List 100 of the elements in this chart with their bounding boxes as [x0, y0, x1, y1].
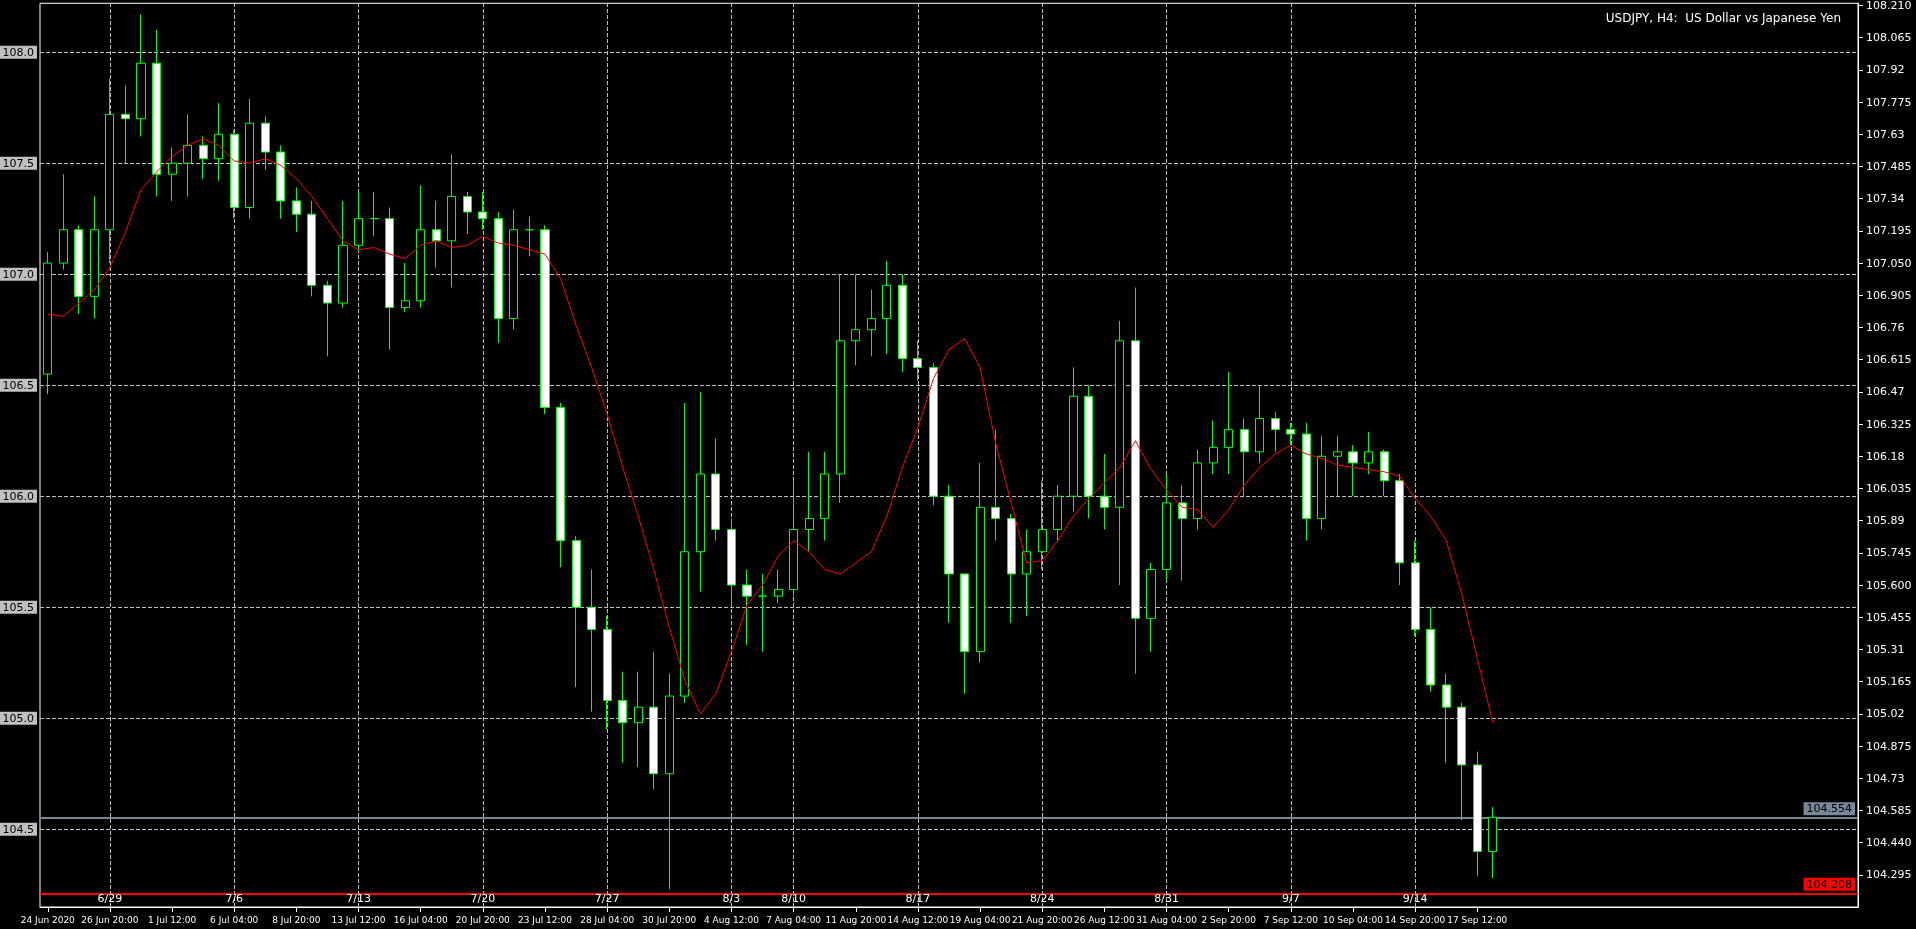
candlestick [1442, 673, 1451, 764]
candlestick [1364, 431, 1373, 475]
candlestick [323, 280, 332, 357]
candlestick [1100, 453, 1109, 531]
y-tick-label: 107.775 [1866, 95, 1912, 109]
ref-line-label: 8/3 [722, 892, 741, 905]
line-series [47, 138, 1494, 724]
x-tick-label: 20 Jul 20:00 [455, 914, 511, 925]
candlestick [836, 273, 845, 504]
y-tick-label: 106.615 [1866, 353, 1912, 367]
candlestick [540, 224, 550, 415]
candlestick [401, 262, 410, 313]
y-tick-label: 107.92 [1866, 63, 1905, 77]
y-tick-label: 105.89 [1866, 514, 1905, 528]
candlestick [1162, 473, 1171, 582]
candlestick [1069, 366, 1078, 513]
y-tick-label: 104.875 [1866, 739, 1912, 753]
candlestick [385, 207, 394, 351]
ref-line-label: 104.5 [2, 822, 34, 836]
candlestick [370, 191, 379, 237]
candlestick [991, 429, 1000, 542]
x-tick-label: 26 Aug 12:00 [1074, 914, 1135, 925]
candlestick [960, 573, 969, 695]
x-tick-label: 1 Jul 12:00 [147, 914, 197, 925]
x-tick-label: 14 Sep 20:00 [1385, 914, 1446, 925]
candlestick [509, 209, 518, 331]
y-tick-label: 105.02 [1866, 707, 1905, 721]
candlestick [447, 153, 456, 288]
candlestick [696, 391, 705, 593]
candlestick [90, 195, 99, 320]
candlestick [603, 615, 612, 730]
y-tick-label: 106.325 [1866, 417, 1912, 431]
candlestick [1193, 449, 1202, 531]
y-tick-label: 107.34 [1866, 192, 1905, 206]
y-tick-label: 107.485 [1866, 159, 1912, 173]
ref-line-label: 8/24 [1029, 892, 1055, 905]
ref-line-label: 107.0 [2, 267, 34, 281]
ref-line-label: 9/14 [1402, 892, 1428, 905]
candlestick [882, 260, 891, 355]
ref-line-label: 8/17 [905, 892, 931, 905]
ref-line-label: 104.554 [1806, 802, 1852, 816]
candlestick [1333, 435, 1342, 497]
y-tick-label: 104.440 [1866, 836, 1912, 850]
candlestick [245, 98, 254, 220]
candlestick [525, 215, 534, 257]
candlestick [1457, 702, 1466, 821]
x-tick-label: 26 Jun 20:00 [81, 914, 139, 925]
candlestick [618, 671, 627, 764]
candlestick [1317, 435, 1326, 531]
y-tick-label: 105.455 [1866, 610, 1912, 624]
y-tick-label: 106.905 [1866, 288, 1912, 302]
candlestick [121, 84, 130, 164]
candlestick [136, 13, 146, 138]
ref-line-label: 7/27 [594, 892, 620, 905]
y-tick-label: 105.600 [1866, 578, 1912, 592]
candlestick [1473, 751, 1482, 877]
candlestick [1271, 411, 1280, 453]
ref-line-label: 108.0 [2, 45, 34, 59]
ref-line-label: 7/6 [225, 892, 244, 905]
y-tick-label: 105.165 [1866, 675, 1912, 689]
y-tick-label: 105.745 [1866, 546, 1912, 560]
candlestick [898, 273, 907, 373]
candlestick [59, 173, 68, 271]
x-tick-label: 23 Jul 12:00 [518, 914, 573, 925]
candlestick [432, 200, 441, 269]
x-tick-label: 11 Aug 20:00 [825, 914, 887, 925]
candlestick [230, 129, 239, 220]
candlestick [1395, 473, 1404, 586]
x-tick-label: 31 Aug 04:00 [1136, 914, 1198, 925]
x-tick-label: 13 Jul 12:00 [331, 914, 386, 925]
candlestick [1348, 444, 1358, 497]
candlestick [634, 671, 643, 768]
candlestick [354, 191, 363, 253]
candlestick [587, 568, 596, 713]
x-tick-label: 7 Aug 04:00 [766, 914, 822, 925]
y-tick-label: 108.065 [1866, 31, 1912, 45]
candlestick [1115, 320, 1124, 586]
ref-line-label: 105.0 [2, 711, 34, 725]
candlestick [1038, 480, 1047, 570]
candlestick [1146, 562, 1156, 653]
x-tick-label: 14 Aug 12:00 [887, 914, 949, 925]
ref-line-label: 107.5 [2, 156, 34, 170]
candlestick [711, 437, 720, 542]
candlestick [1209, 420, 1218, 475]
candlestick [74, 224, 83, 315]
candlestick [1084, 384, 1093, 519]
ref-line-label: 105.5 [2, 600, 34, 614]
candlestick [665, 673, 674, 890]
candlestick [649, 651, 658, 790]
y-tick-label: 107.050 [1866, 256, 1912, 270]
x-tick-label: 28 Jul 04:00 [580, 914, 635, 925]
candlestick [214, 102, 223, 182]
candlestick [43, 251, 52, 395]
x-tick-label: 10 Sep 04:00 [1322, 914, 1384, 925]
y-tick-label: 106.035 [1866, 481, 1912, 495]
y-tick-label: 104.295 [1866, 868, 1912, 882]
candlestick [276, 144, 285, 220]
x-tick-label: 19 Aug 04:00 [949, 914, 1011, 925]
candlestick [1224, 371, 1233, 475]
candlestick [168, 147, 177, 202]
